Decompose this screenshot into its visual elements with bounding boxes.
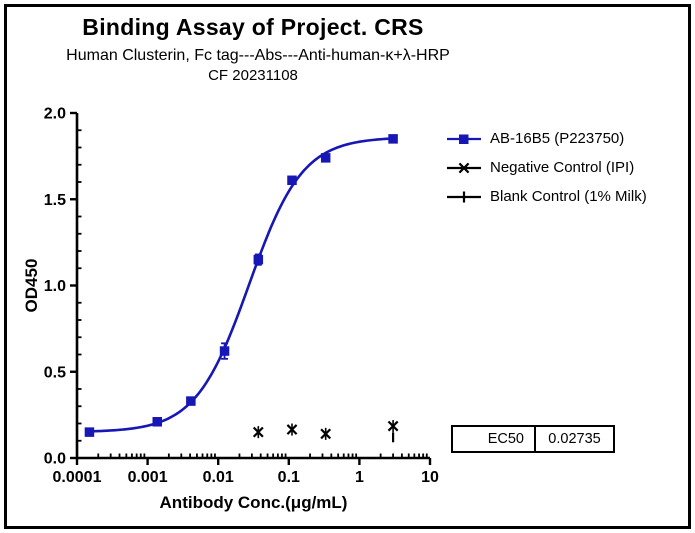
- square-marker: [219, 346, 230, 356]
- chart-title: Binding Assay of Project. CRS: [82, 14, 424, 40]
- square-marker: [253, 254, 264, 265]
- square-marker: [287, 175, 297, 186]
- y-tick-label: 0.5: [44, 364, 66, 381]
- legend-item-blank-control: Blank Control (1% Milk): [446, 182, 647, 211]
- series-ab16b5: [84, 134, 398, 437]
- ec50-value-cell: 0.02735: [548, 431, 601, 447]
- square-marker: [84, 427, 95, 437]
- chart-subtitle: Human Clusterin, Fc tag---Abs---Anti-hum…: [66, 47, 450, 64]
- square-marker-icon: [447, 134, 481, 144]
- legend-label: Negative Control (IPI): [490, 159, 635, 176]
- x-tick-label: 0.1: [278, 469, 300, 486]
- axes-spines: [75, 113, 430, 460]
- square-marker: [152, 417, 163, 427]
- series-negative-control: [252, 420, 399, 440]
- chart-date: CF 20231108: [208, 67, 298, 84]
- x-marker-icon: [447, 162, 481, 173]
- y-tick-label: 1.5: [44, 192, 66, 209]
- square-marker: [388, 134, 398, 144]
- legend-item-negative-control: Negative Control (IPI): [446, 153, 647, 182]
- legend-item-ab16b5: AB-16B5 (P223750): [446, 124, 647, 153]
- y-axis-title: OD450: [22, 259, 41, 313]
- x-marker: [286, 424, 298, 435]
- y-tick-label: 2.0: [44, 106, 66, 123]
- ec50-table: EC50 0.02735: [451, 425, 615, 453]
- square-marker: [320, 153, 331, 163]
- x-axis-title: Antibody Conc.(μg/mL): [160, 493, 348, 512]
- x-tick-label: 10: [421, 469, 439, 486]
- vline-marker-icon: [447, 191, 481, 202]
- x-marker: [387, 420, 399, 432]
- legend-label: AB-16B5 (P223750): [490, 130, 625, 147]
- x-tick-label: 0.0001: [53, 469, 102, 486]
- ec50-label-cell: EC50: [453, 427, 536, 451]
- fit-curve: [89, 137, 394, 433]
- x-tick-label: 0.001: [128, 469, 168, 486]
- y-tick-label: 1.0: [44, 278, 66, 295]
- x-tick-label: 0.01: [203, 469, 234, 486]
- legend: AB-16B5 (P223750) Negative Control (IPI)…: [446, 124, 647, 211]
- legend-label: Blank Control (1% Milk): [490, 188, 647, 205]
- square-marker: [186, 396, 196, 406]
- y-tick-label: 0.0: [44, 451, 66, 468]
- x-marker: [320, 428, 332, 440]
- x-tick-label: 1: [355, 469, 364, 486]
- x-marker: [252, 426, 264, 438]
